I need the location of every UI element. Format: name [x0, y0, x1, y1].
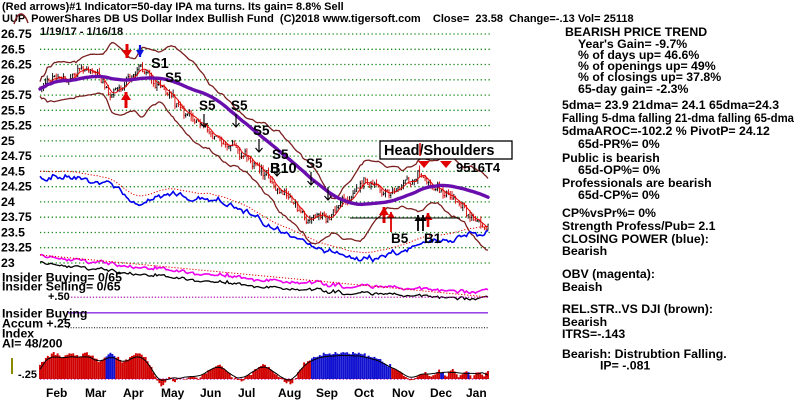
- svg-text:65-day gain= -2.3%: 65-day gain= -2.3%: [578, 82, 688, 96]
- svg-text:CP%vsPr%= 0%: CP%vsPr%= 0%: [562, 206, 656, 220]
- svg-text:B5: B5: [391, 231, 409, 246]
- svg-text:24.5: 24.5: [1, 164, 25, 178]
- svg-text:ITRS=-.143: ITRS=-.143: [562, 327, 625, 341]
- svg-text:Nov: Nov: [392, 386, 415, 400]
- svg-text:Aug: Aug: [278, 386, 301, 400]
- svg-text:S5: S5: [199, 98, 216, 113]
- svg-text:Apr: Apr: [123, 386, 144, 400]
- svg-text:S5: S5: [165, 70, 182, 85]
- svg-text:B1: B1: [424, 231, 442, 246]
- svg-text:25.25: 25.25: [1, 119, 32, 133]
- svg-text:-.25: -.25: [18, 369, 37, 381]
- svg-text:S5: S5: [253, 123, 270, 138]
- svg-text:Sep: Sep: [316, 386, 338, 400]
- svg-text:May: May: [161, 386, 185, 400]
- svg-text:Jul: Jul: [238, 386, 255, 400]
- svg-text:Feb: Feb: [46, 386, 67, 400]
- svg-text:Falling 5-dma falling 21-dma f: Falling 5-dma falling 21-dma falling 65-…: [562, 112, 795, 125]
- svg-text:Mar: Mar: [85, 386, 107, 400]
- svg-text:25.75: 25.75: [1, 88, 32, 102]
- svg-text:Dec: Dec: [430, 386, 452, 400]
- svg-text:IP= -.081: IP= -.081: [600, 359, 650, 373]
- svg-text:25: 25: [1, 134, 15, 148]
- svg-text:23.75: 23.75: [1, 210, 32, 224]
- svg-text:S5: S5: [231, 98, 248, 113]
- svg-text:23: 23: [1, 256, 15, 270]
- svg-text:65d-CP%= 0%: 65d-CP%= 0%: [578, 188, 660, 202]
- svg-text:Jun: Jun: [200, 386, 221, 400]
- svg-text:+.50: +.50: [48, 291, 70, 303]
- svg-text:Oct: Oct: [354, 386, 374, 400]
- svg-text:26.25: 26.25: [1, 58, 32, 72]
- svg-text:24.25: 24.25: [1, 180, 32, 194]
- svg-text:B10: B10: [270, 161, 297, 177]
- svg-text:1/19/17 - 1/16/18: 1/19/17 - 1/16/18: [40, 26, 123, 38]
- svg-text:65d-OP%= 0%: 65d-OP%= 0%: [578, 163, 660, 177]
- svg-text:AI= 48/200: AI= 48/200: [2, 337, 63, 351]
- svg-text:23.5: 23.5: [1, 226, 25, 240]
- svg-text:24: 24: [1, 195, 15, 209]
- svg-text:26.5: 26.5: [1, 42, 25, 56]
- svg-text:S5: S5: [272, 147, 289, 162]
- svg-text:65d-PR%= 0%: 65d-PR%= 0%: [578, 137, 660, 151]
- svg-text:24.75: 24.75: [1, 149, 32, 163]
- svg-text:26: 26: [1, 73, 15, 87]
- svg-text:5dma= 23.9 21dma= 24.1 65dma=2: 5dma= 23.9 21dma= 24.1 65dma=24.3: [562, 98, 779, 112]
- svg-text:9516T4: 9516T4: [456, 160, 501, 175]
- svg-text:S5: S5: [306, 156, 323, 171]
- svg-text:26.75: 26.75: [1, 27, 32, 41]
- svg-text:25.5: 25.5: [1, 103, 25, 117]
- svg-text:23.25: 23.25: [1, 241, 32, 255]
- svg-text:Beaish: Beaish: [562, 280, 602, 294]
- svg-text:Jan: Jan: [466, 386, 487, 400]
- svg-text:Head/Shoulders: Head/Shoulders: [384, 143, 494, 159]
- svg-text:Bearish: Bearish: [562, 244, 607, 258]
